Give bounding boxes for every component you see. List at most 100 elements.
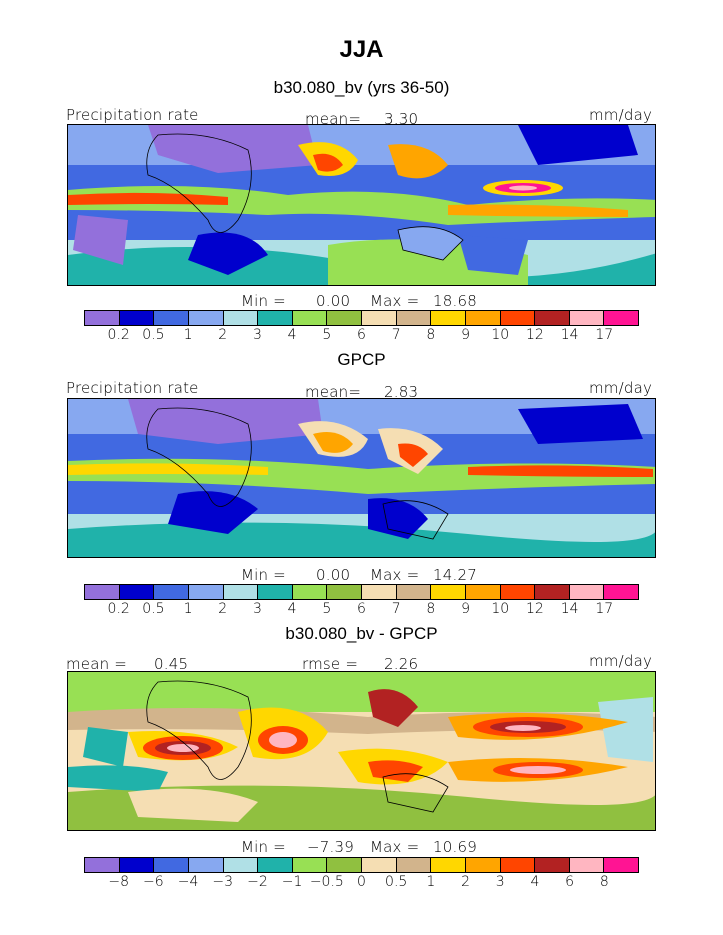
colorbar-swatch — [396, 311, 432, 325]
colorbar-tick-label: 2 — [218, 601, 228, 617]
colorbar-swatch — [396, 858, 432, 872]
panel3-difference-map — [67, 671, 656, 831]
panel1-field-label: Precipitation rate — [66, 106, 199, 124]
colorbar-tick-label: −8 — [108, 874, 130, 890]
colorbar-swatch — [119, 311, 155, 325]
panel3-mean-value: 0.45 — [154, 655, 189, 673]
panel2-max-label: Max = — [370, 566, 420, 584]
colorbar-swatch — [258, 311, 293, 325]
colorbar-swatch — [223, 311, 259, 325]
colorbar-tick-label: 0.5 — [385, 874, 408, 890]
panel3-max-value: 10.69 — [433, 838, 477, 856]
colorbar-tick-label: −0.5 — [309, 874, 344, 890]
figure-title: JJA — [339, 36, 384, 63]
panel1-units: mm/day — [589, 106, 653, 124]
colorbar-swatch — [223, 585, 259, 599]
panel2-mean-value: 2.83 — [384, 383, 419, 401]
colorbar-swatch — [327, 311, 362, 325]
colorbar-tick-label: 3 — [252, 601, 262, 617]
colorbar-swatch — [258, 858, 293, 872]
colorbar-tick-label: 10 — [491, 327, 510, 343]
colorbar-tick-label: 0.5 — [142, 601, 165, 617]
panel1-title: b30.080_bv (yrs 36-50) — [273, 78, 450, 97]
colorbar-tick-label: 3 — [495, 874, 505, 890]
panel2-title: GPCP — [337, 350, 386, 369]
panel3-title: b30.080_bv - GPCP — [285, 624, 438, 643]
colorbar-swatch — [327, 585, 362, 599]
panel1-mean-value: 3.30 — [384, 110, 419, 128]
colorbar-swatch — [431, 585, 466, 599]
colorbar-swatch — [465, 311, 501, 325]
colorbar-swatch — [292, 858, 328, 872]
colorbar-swatch — [465, 585, 501, 599]
panel1-mean-label: mean= — [305, 110, 362, 128]
colorbar-tick-label: 0.2 — [107, 601, 130, 617]
colorbar-tick-label: 5 — [322, 601, 332, 617]
panel1-colorbar-ticks: 0.2 0.5 1 2 3 4 5 6 7 8 9 10 12 14 17 — [84, 327, 639, 345]
colorbar-swatch — [327, 858, 362, 872]
colorbar-tick-label: 4 — [287, 327, 297, 343]
colorbar-tick-label: 7 — [391, 327, 401, 343]
colorbar-swatch — [535, 858, 570, 872]
colorbar-tick-label: 14 — [560, 601, 579, 617]
colorbar-tick-label: 0 — [357, 874, 366, 890]
colorbar-tick-label: 17 — [595, 601, 614, 617]
colorbar-swatch — [154, 311, 189, 325]
panel2-field-label: Precipitation rate — [66, 379, 199, 397]
panel1-min-label: Min = — [241, 292, 286, 310]
colorbar-swatch — [119, 858, 155, 872]
panel1-max-value: 18.68 — [433, 292, 477, 310]
colorbar-tick-label: 4 — [287, 601, 297, 617]
colorbar-tick-label: 0.5 — [142, 327, 165, 343]
colorbar-swatch — [188, 311, 224, 325]
colorbar-swatch — [569, 858, 605, 872]
colorbar-swatch — [362, 858, 397, 872]
colorbar-tick-label: 12 — [526, 327, 544, 343]
colorbar-swatch — [604, 858, 638, 872]
colorbar-swatch — [154, 858, 189, 872]
colorbar-swatch — [223, 858, 259, 872]
colorbar-tick-label: −3 — [212, 874, 234, 890]
colorbar-tick-label: −4 — [177, 874, 199, 890]
colorbar-swatch — [500, 311, 536, 325]
colorbar-tick-label: 8 — [426, 601, 436, 617]
colorbar-tick-label: −6 — [143, 874, 164, 890]
colorbar-tick-label: 12 — [526, 601, 544, 617]
panel3-colorbar-ticks: −8 −6 −4 −3 −2 −1 −0.5 0 0.5 1 2 3 4 6 8 — [84, 874, 639, 892]
colorbar-tick-label: −1 — [281, 874, 303, 890]
colorbar-swatch — [396, 585, 432, 599]
colorbar-swatch — [292, 311, 328, 325]
colorbar-swatch — [154, 585, 189, 599]
colorbar-swatch — [535, 585, 570, 599]
colorbar-tick-label: −2 — [247, 874, 268, 890]
colorbar-tick-label: 1 — [183, 327, 193, 343]
panel3-units: mm/day — [589, 652, 653, 670]
colorbar-swatch — [85, 585, 120, 599]
panel2-precip-map — [67, 398, 656, 558]
panel2-min-value: 0.00 — [316, 566, 351, 584]
colorbar-tick-label: 1 — [426, 874, 436, 890]
colorbar-swatch — [188, 858, 224, 872]
colorbar-tick-label: 4 — [530, 874, 540, 890]
colorbar-swatch — [188, 585, 224, 599]
panel3-mean-label: mean = — [66, 655, 128, 673]
panel3-min-label: Min = — [241, 838, 286, 856]
colorbar-swatch — [292, 585, 328, 599]
panel2-mean-label: mean= — [305, 383, 362, 401]
panel2-min-label: Min = — [241, 566, 286, 584]
colorbar-tick-label: 9 — [461, 601, 471, 617]
colorbar-swatch — [465, 858, 501, 872]
colorbar-swatch — [362, 585, 397, 599]
colorbar-swatch — [85, 311, 120, 325]
panel1-min-value: 0.00 — [316, 292, 351, 310]
panel3-rmse-label: rmse = — [302, 655, 359, 673]
colorbar-tick-label: 3 — [252, 327, 262, 343]
colorbar-tick-label: 0.2 — [107, 327, 130, 343]
colorbar-swatch — [500, 585, 536, 599]
colorbar-swatch — [535, 311, 570, 325]
colorbar-tick-label: 10 — [491, 601, 510, 617]
panel2-max-value: 14.27 — [433, 566, 477, 584]
colorbar-swatch — [604, 311, 638, 325]
colorbar-tick-label: 6 — [357, 601, 366, 617]
colorbar-tick-label: 17 — [595, 327, 614, 343]
